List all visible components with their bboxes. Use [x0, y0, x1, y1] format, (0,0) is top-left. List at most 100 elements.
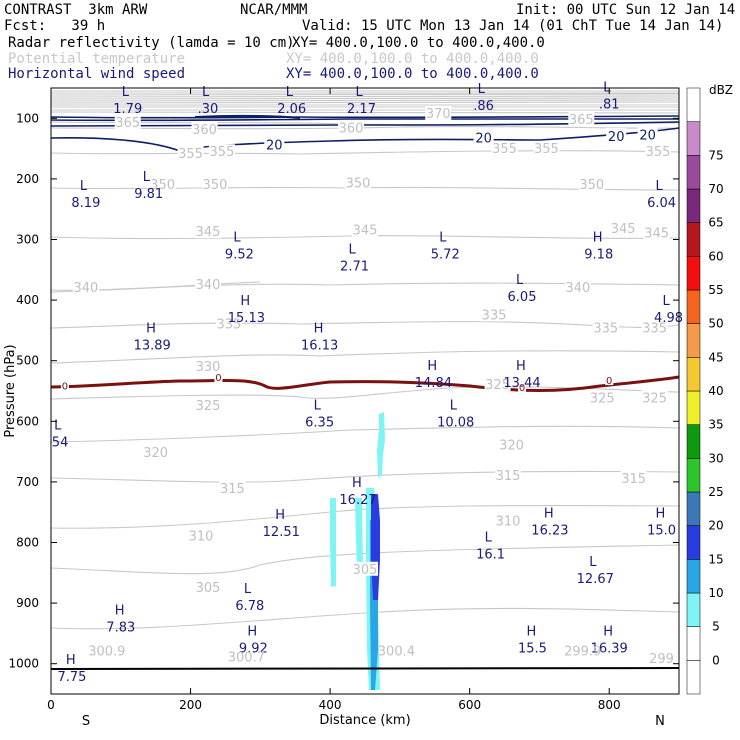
theta-label: 345	[611, 222, 636, 237]
hl-value: 6.78	[235, 599, 264, 614]
colorbar-level: 0	[712, 653, 720, 667]
plot-frame	[50, 87, 680, 695]
y-tick-label: 300	[16, 233, 39, 247]
high-marker: H	[247, 624, 257, 639]
theta-label-bg	[201, 176, 228, 191]
hl-value: 14.84	[415, 376, 452, 391]
hl-value: 10.08	[437, 415, 474, 430]
hl-value: 2.71	[340, 260, 369, 275]
speed-label: 20	[608, 130, 625, 145]
theta-label-bg	[195, 224, 221, 239]
field-reflectivity-xy: XY= 400.0,100.0 to 400.0,400.0	[292, 35, 545, 51]
hl-value: .30	[198, 102, 219, 117]
speed-label: 20	[266, 138, 283, 153]
colorbar-level: 40	[708, 384, 723, 398]
colorbar: dBZ 0 5 10 15 20 25 30 35 40 45 50 55 60 65 70 75	[686, 83, 733, 695]
colorbar-swatch	[686, 424, 701, 459]
theta-label-bg	[188, 528, 215, 543]
y-tick-label: 500	[16, 354, 39, 368]
theta-label-bg	[338, 120, 365, 135]
low-marker: L	[233, 231, 241, 246]
freezing-label: 0	[62, 382, 68, 393]
colorbar-swatch	[686, 559, 701, 594]
colorbar-swatch	[686, 357, 701, 392]
colorbar-swatch	[686, 121, 701, 156]
hl-value: 5.72	[431, 248, 460, 263]
theta-label-bg	[491, 141, 518, 156]
low-marker: L	[80, 179, 88, 194]
speed-label-bg	[473, 129, 494, 144]
theta-label-bg	[643, 225, 670, 240]
theta-contours	[51, 90, 679, 630]
hl-value: 2.06	[277, 102, 306, 117]
ground-line	[50, 667, 680, 670]
x-tick-label: 0	[47, 698, 55, 712]
speed-label: 20	[475, 132, 492, 147]
freezing-label-bg	[60, 380, 69, 391]
high-marker: H	[146, 321, 156, 336]
theta-label: 305	[353, 563, 378, 578]
theta-label: 320	[499, 439, 524, 454]
high-marker: H	[314, 321, 324, 336]
theta-label-bg	[114, 115, 141, 130]
colorbar-level: 50	[708, 317, 723, 331]
theta-label: 310	[189, 529, 214, 544]
high-marker: H	[593, 231, 603, 246]
hl-value: 4.98	[654, 311, 683, 326]
field-theta-xy: XY= 400.0,100.0 to 400.0,400.0	[286, 51, 539, 67]
colorbar-swatch	[686, 87, 701, 122]
colorbar-swatch	[686, 188, 701, 223]
theta-label-bg	[495, 513, 522, 528]
surface-theta-label: 299.9	[564, 645, 601, 660]
speed-label-bg	[264, 136, 285, 151]
colorbar-level: 45	[708, 350, 723, 364]
colorbar-level: 15	[708, 552, 723, 566]
theta-label: 355	[534, 142, 559, 157]
theta-label-bg	[620, 470, 647, 485]
hl-value: 2.17	[347, 102, 376, 117]
theta-label: 340	[196, 278, 221, 293]
colorbar-level: 20	[708, 519, 723, 533]
theta-label: 355	[178, 147, 203, 162]
theta-label: 335	[217, 317, 242, 332]
y-tick-label: 800	[16, 536, 39, 550]
theta-label: 340	[73, 281, 98, 296]
hl-value: 9.18	[584, 248, 613, 263]
theta-label-bg	[215, 316, 242, 331]
x-tick-label: 800	[598, 698, 621, 712]
low-marker: L	[143, 170, 151, 185]
theta-label-bg	[177, 146, 204, 161]
field-wind-name: Horizontal wind speed	[8, 66, 186, 82]
south-label: S	[82, 714, 90, 729]
low-marker: L	[663, 294, 671, 309]
speed-label: 20	[639, 129, 656, 144]
low-marker: L	[450, 398, 458, 413]
y-tick-label: 700	[16, 475, 39, 489]
low-marker: L	[589, 555, 597, 570]
theta-label-bg	[564, 279, 591, 294]
theta-label: 350	[203, 178, 228, 193]
hl-value: 15.0	[647, 523, 676, 538]
low-marker: L	[349, 243, 357, 258]
hl-value: 15.5	[518, 641, 547, 656]
freezing-label-bg	[214, 372, 223, 383]
theta-label-bg	[195, 276, 221, 291]
low-marker: L	[244, 582, 252, 597]
theta-label-bg	[195, 579, 221, 594]
hl-value: 6.05	[508, 290, 537, 305]
hl-value: 9.92	[239, 641, 268, 656]
freezing-line	[51, 375, 679, 392]
theta-label-bg	[533, 141, 560, 156]
source-label: NCAR/MMM	[240, 2, 308, 18]
theta-label-bg	[610, 221, 637, 236]
low-marker: L	[54, 418, 62, 433]
theta-label: 350	[150, 178, 175, 193]
theta-label-bg	[72, 279, 99, 294]
hl-value: .81	[599, 97, 620, 112]
field-reflectivity-name: Radar reflectivity (lamda = 10 cm)	[8, 35, 295, 51]
theta-label: 370	[426, 107, 451, 122]
x-tick-label: 600	[458, 698, 481, 712]
field-wind-xy: XY= 400.0,100.0 to 400.0,400.0	[286, 66, 539, 82]
hl-value: 16.27	[339, 493, 376, 508]
theta-label: 360	[192, 123, 217, 138]
